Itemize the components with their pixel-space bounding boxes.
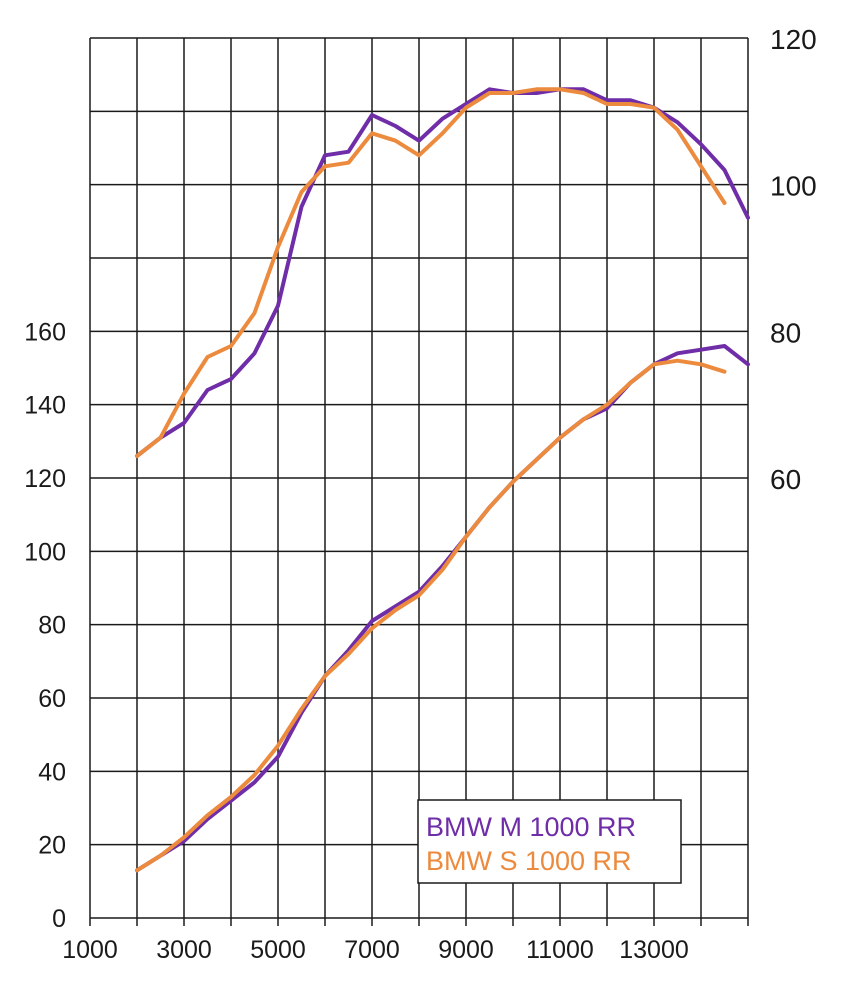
y-left-tick-label: 40 [38,758,66,786]
series-line-1 [135,358,727,873]
x-tick-label: 5000 [250,936,306,964]
legend-item-s1000rr: BMW S 1000 RR [426,846,632,876]
x-tick-label: 7000 [344,936,400,964]
x-tick-label: 13000 [619,936,689,964]
series-line-3 [135,87,727,458]
legend: BMW M 1000 RR BMW S 1000 RR [417,799,682,884]
legend-box [417,799,682,884]
y-left-tick-label: 60 [38,685,66,713]
y-left-tick-label: 0 [52,905,66,933]
x-tick-label: 3000 [156,936,212,964]
y-right-tick-label: 100 [770,171,817,202]
y-right-tick-label: 60 [770,464,801,495]
tick-labels: 0 20 40 60 80 100 120 140 160 60 80 100 120 1000 3000 5… [24,24,816,964]
y-left-tick-label: 120 [24,465,66,493]
x-tick-label: 1000 [62,936,118,964]
y-left-tick-label: 80 [38,612,66,640]
y-left-tick-label: 100 [24,538,66,566]
y-right-tick-label: 120 [770,24,817,55]
grid-lines [89,37,749,926]
legend-item-m1000rr: BMW M 1000 RR [426,812,636,842]
y-left-tick-label: 160 [24,318,66,346]
y-left-tick-label: 20 [38,832,66,860]
x-tick-label: 11000 [526,936,594,964]
y-left-tick-label: 140 [24,392,66,420]
x-tick-label: 9000 [438,936,494,964]
y-right-tick-label: 80 [770,317,801,348]
series-lines [135,87,750,873]
